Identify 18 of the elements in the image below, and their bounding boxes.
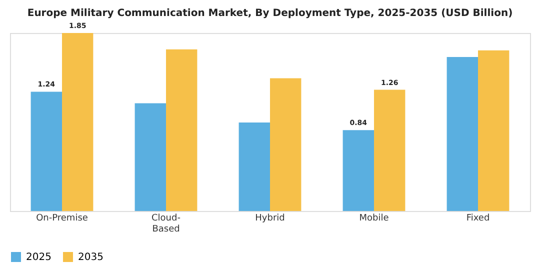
- bar: [374, 90, 406, 211]
- x-tick-label: Mobile: [359, 214, 390, 224]
- x-tick-label: Cloud- Based: [152, 214, 180, 234]
- x-tick-label: On-Premise: [36, 214, 88, 224]
- x-tick-label: Fixed: [466, 214, 490, 224]
- bar: [342, 130, 374, 211]
- legend-label: 2035: [78, 252, 104, 263]
- bar: [30, 92, 62, 211]
- chart-title: Europe Military Communication Market, By Deployment Type, 2025-2035 (USD Billion): [27, 8, 513, 19]
- bar: [478, 50, 510, 211]
- bar: [134, 103, 166, 211]
- bar: [62, 33, 94, 211]
- bar: [238, 122, 270, 211]
- x-tick-label: Hybrid: [255, 214, 285, 224]
- bar: [166, 49, 198, 211]
- bar: [446, 57, 478, 211]
- bar: [270, 78, 302, 211]
- legend-label: 2025: [26, 252, 52, 263]
